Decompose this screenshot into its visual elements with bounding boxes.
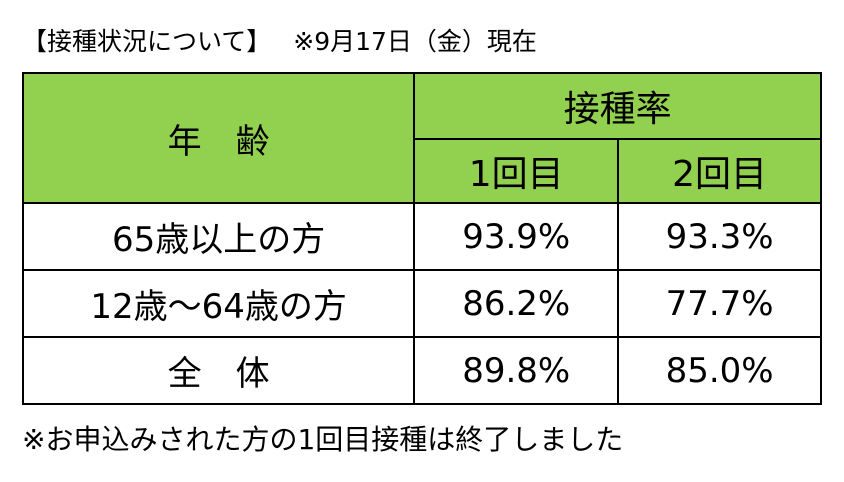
vaccination-table: 年 齢 接種率 1回目 2回目 65歳以上の方 93.9% 93.3% 12歳～… — [21, 72, 822, 405]
cell: 89.8% — [413, 336, 620, 405]
row-label: 65歳以上の方 — [21, 202, 416, 271]
title-text: 【接種状況について】 — [22, 27, 272, 56]
cell: 86.2% — [413, 269, 620, 338]
rate-header: 接種率 — [413, 72, 822, 140]
dose1-header: 1回目 — [413, 138, 620, 204]
row-label: 全 体 — [21, 336, 416, 405]
dose2-header: 2回目 — [617, 138, 822, 204]
row-label: 12歳～64歳の方 — [21, 269, 416, 338]
title: 【接種状況について】 ※9月17日（金）現在 — [22, 22, 537, 58]
age-header: 年 齢 — [21, 72, 416, 204]
cell: 93.3% — [617, 202, 822, 271]
cell: 85.0% — [617, 336, 822, 405]
date-note: ※9月17日（金）現在 — [293, 27, 537, 56]
cell: 77.7% — [617, 269, 822, 338]
footer-note: ※お申込みされた方の1回目接種は終了しました — [22, 423, 624, 456]
cell: 93.9% — [413, 202, 620, 271]
